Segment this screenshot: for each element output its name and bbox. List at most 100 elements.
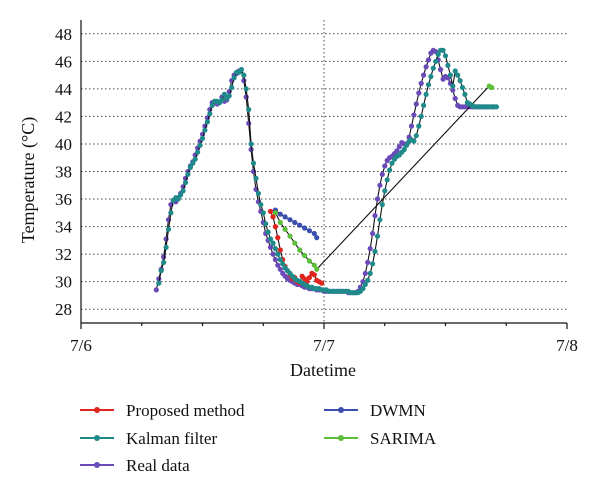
legend-swatch-marker	[94, 435, 100, 441]
data-point	[418, 113, 424, 119]
legend-item-proposed-method: Proposed method	[80, 401, 245, 420]
data-point	[394, 148, 400, 154]
data-point	[360, 286, 366, 292]
data-point	[430, 65, 436, 71]
data-point	[372, 213, 378, 219]
data-point	[319, 280, 325, 286]
data-point	[435, 51, 441, 58]
data-point	[265, 229, 271, 235]
data-point	[416, 90, 422, 96]
y-tick-label: 48	[55, 25, 72, 44]
data-point	[253, 175, 259, 181]
data-point	[445, 62, 451, 68]
data-point	[272, 210, 278, 216]
data-point	[413, 133, 419, 139]
data-point	[246, 120, 252, 126]
data-point	[190, 160, 196, 166]
data-point	[204, 119, 210, 125]
data-point	[452, 68, 458, 74]
data-point	[396, 144, 402, 150]
data-point	[362, 270, 368, 276]
data-point	[421, 72, 427, 78]
data-point	[362, 281, 368, 287]
data-point	[199, 135, 206, 141]
data-point	[277, 247, 283, 253]
data-point	[411, 138, 417, 144]
data-point	[185, 171, 191, 177]
data-point	[275, 251, 281, 257]
legend-swatch-marker	[338, 435, 344, 441]
y-tick-label: 44	[55, 80, 73, 99]
data-point	[209, 102, 215, 108]
data-point	[370, 261, 376, 267]
legend-item-real-data: Real data	[80, 456, 190, 475]
data-point	[374, 196, 381, 202]
y-axis-title: Temperature (°C)	[18, 117, 39, 243]
series-sarima	[272, 83, 495, 272]
data-point	[195, 149, 201, 155]
data-point	[452, 95, 458, 102]
data-point	[374, 233, 381, 239]
legend-item-sarima: SARIMA	[324, 429, 437, 448]
x-tick-label: 7/7	[313, 336, 335, 355]
data-point	[275, 262, 281, 268]
data-point	[423, 91, 429, 97]
data-point	[229, 84, 235, 91]
tick-labels: 28 30 32 34 36 38 40 42 44 46 48 7/6 7/7 7/8	[55, 25, 578, 355]
legend-label: Kalman filter	[126, 429, 217, 448]
data-point	[379, 171, 385, 177]
data-point	[275, 235, 281, 241]
data-point	[387, 167, 393, 173]
grid	[81, 20, 567, 323]
data-point	[455, 72, 461, 78]
data-point	[401, 146, 407, 153]
data-point	[158, 268, 164, 274]
data-point	[425, 57, 432, 63]
data-point	[161, 254, 167, 260]
data-point	[302, 252, 308, 259]
data-point	[493, 104, 500, 110]
data-point	[267, 236, 274, 242]
data-point	[421, 102, 427, 108]
legend-label: SARIMA	[370, 429, 437, 448]
data-point	[311, 272, 317, 278]
data-point	[314, 266, 320, 272]
data-point	[413, 101, 419, 107]
data-point	[384, 177, 390, 183]
data-point	[277, 219, 283, 226]
data-point	[382, 188, 388, 194]
data-point	[425, 82, 432, 88]
data-point	[404, 142, 410, 148]
y-tick-label: 38	[55, 163, 72, 182]
x-tick-label: 7/6	[70, 336, 92, 355]
data-point	[163, 244, 169, 250]
data-point	[277, 266, 283, 272]
data-point	[377, 182, 383, 188]
data-point	[416, 123, 422, 129]
data-point	[297, 247, 303, 253]
legend-swatch-marker	[94, 407, 100, 413]
data-point	[270, 214, 276, 220]
legend: Proposed method Kalman filter Real data DWM…	[80, 401, 437, 475]
data-point	[248, 141, 254, 147]
data-point	[440, 47, 446, 53]
data-point	[450, 87, 456, 93]
data-point	[267, 244, 274, 250]
data-point	[175, 196, 181, 202]
data-point	[277, 257, 283, 263]
data-point	[365, 259, 371, 265]
data-point	[221, 91, 227, 97]
legend-swatch-marker	[338, 407, 344, 413]
data-point	[219, 97, 225, 103]
axes	[80, 20, 568, 329]
data-point	[250, 160, 257, 166]
data-point	[156, 280, 162, 286]
legend-label: Proposed method	[126, 401, 245, 420]
data-point	[306, 258, 312, 264]
data-point	[258, 202, 264, 208]
x-axis-title: Datetime	[290, 360, 356, 380]
data-point	[428, 73, 434, 80]
series-kalman-filter	[156, 47, 500, 296]
y-tick-label: 36	[55, 190, 72, 209]
